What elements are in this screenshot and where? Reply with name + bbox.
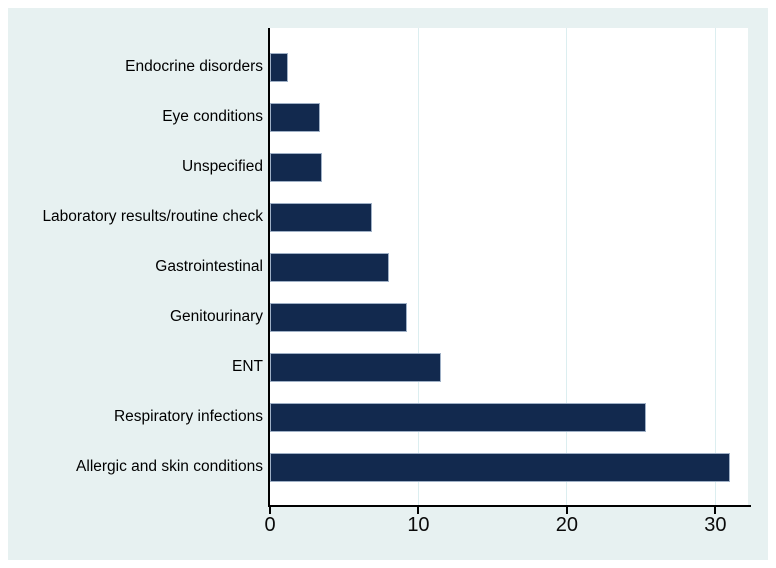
x-tick-label: 10 xyxy=(407,514,430,536)
x-tick xyxy=(565,507,568,514)
figure-background xyxy=(8,8,768,560)
bar xyxy=(270,402,646,432)
bar xyxy=(270,52,288,82)
x-tick-label: 20 xyxy=(555,514,579,536)
x-tick-label: 30 xyxy=(704,514,727,536)
category-label: Genitourinary xyxy=(169,308,263,325)
x-gridline xyxy=(714,28,716,505)
x-gridline xyxy=(417,28,419,505)
x-tick xyxy=(714,507,717,514)
bar xyxy=(270,452,731,482)
x-tick-label: 0 xyxy=(264,514,276,536)
x-gridline xyxy=(566,28,568,505)
x-tick xyxy=(417,507,420,514)
x-tick xyxy=(269,507,271,514)
category-label: ENT xyxy=(232,358,263,375)
category-label: Gastrointestinal xyxy=(155,258,263,275)
category-label: Eye conditions xyxy=(162,108,263,125)
bar xyxy=(270,152,322,182)
category-label: Allergic and skin conditions xyxy=(76,458,263,475)
bar xyxy=(270,202,373,232)
bar xyxy=(270,252,389,282)
category-label: Unspecified xyxy=(182,158,263,175)
bar xyxy=(270,352,441,382)
category-label: Laboratory results/routine check xyxy=(42,208,263,225)
y-axis-line xyxy=(268,28,270,507)
bar xyxy=(270,302,407,332)
bar xyxy=(270,102,321,132)
x-axis-line xyxy=(268,505,751,507)
category-label: Respiratory infections xyxy=(113,408,263,425)
category-label: Endocrine disorders xyxy=(125,58,263,75)
